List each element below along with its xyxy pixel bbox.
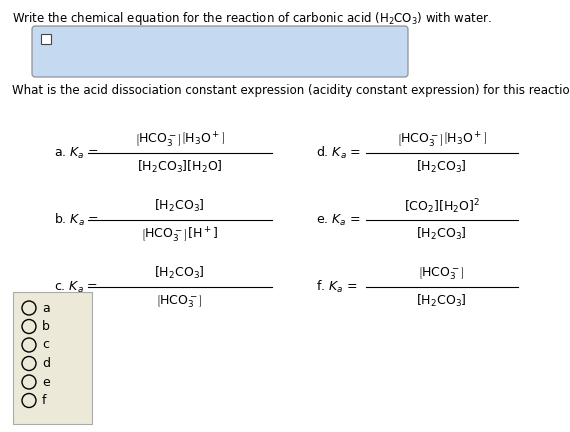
Text: $\left[\mathrm{H_2CO_3}\right]$: $\left[\mathrm{H_2CO_3}\right]$: [154, 265, 205, 281]
Text: $\left[\mathrm{HCO_3^-}\right]$: $\left[\mathrm{HCO_3^-}\right]$: [156, 293, 203, 310]
Text: $\left[\mathrm{CO_2}\right]\left[\mathrm{H_2O}\right]^2$: $\left[\mathrm{CO_2}\right]\left[\mathrm…: [404, 197, 480, 216]
Text: d. $\mathbf{\it{K}}_{\mathbf{\it{a}}}$ =: d. $\mathbf{\it{K}}_{\mathbf{\it{a}}}$ =: [316, 145, 361, 162]
Text: f: f: [42, 394, 47, 407]
Text: c. $\mathbf{\it{K}}_{\mathbf{\it{a}}}$ =: c. $\mathbf{\it{K}}_{\mathbf{\it{a}}}$ =: [54, 280, 98, 295]
FancyBboxPatch shape: [13, 292, 92, 424]
FancyBboxPatch shape: [41, 34, 51, 44]
Text: a. $\mathbf{\it{K}}_{\mathbf{\it{a}}}$ =: a. $\mathbf{\it{K}}_{\mathbf{\it{a}}}$ =: [54, 146, 99, 161]
Text: $\left[\mathrm{H_2CO_3}\right]$: $\left[\mathrm{H_2CO_3}\right]$: [416, 226, 467, 242]
Text: d: d: [42, 357, 50, 370]
Text: c: c: [42, 339, 49, 352]
Text: a: a: [42, 302, 50, 314]
Text: b. $\mathbf{\it{K}}_{\mathbf{\it{a}}}$ =: b. $\mathbf{\it{K}}_{\mathbf{\it{a}}}$ =: [54, 212, 99, 229]
Text: $\left[\mathrm{HCO_3^-}\right]\left[\mathrm{H^+}\right]$: $\left[\mathrm{HCO_3^-}\right]\left[\mat…: [141, 225, 218, 244]
Text: What is the acid dissociation constant expression (acidity constant expression) : What is the acid dissociation constant e…: [12, 84, 570, 97]
Text: $\left[\mathrm{H_2CO_3}\right]$: $\left[\mathrm{H_2CO_3}\right]$: [416, 293, 467, 309]
Text: $\left[\mathrm{HCO_3^-}\right]$: $\left[\mathrm{HCO_3^-}\right]$: [418, 265, 465, 282]
Text: b: b: [42, 320, 50, 333]
Text: e: e: [42, 375, 50, 388]
Text: $\left[\mathrm{H_2CO_3}\right]$: $\left[\mathrm{H_2CO_3}\right]$: [154, 198, 205, 214]
Text: $\left[\mathrm{HCO_3^-}\right]\left[\mathrm{H_3O^+}\right]$: $\left[\mathrm{HCO_3^-}\right]\left[\mat…: [135, 130, 225, 149]
Text: $\left[\mathrm{H_2CO_3}\right]\left[\mathrm{H_2O}\right]$: $\left[\mathrm{H_2CO_3}\right]\left[\mat…: [137, 159, 222, 175]
FancyBboxPatch shape: [32, 26, 408, 77]
Text: f. $\mathbf{\it{K}}_{\mathbf{\it{a}}}$ =: f. $\mathbf{\it{K}}_{\mathbf{\it{a}}}$ =: [316, 279, 358, 295]
Text: Write the chemical equation for the reaction of carbonic acid (H$_2$CO$_3$) with: Write the chemical equation for the reac…: [12, 10, 492, 27]
Text: $\left[\mathrm{H_2CO_3}\right]$: $\left[\mathrm{H_2CO_3}\right]$: [416, 159, 467, 175]
Text: e. $\mathbf{\it{K}}_{\mathbf{\it{a}}}$ =: e. $\mathbf{\it{K}}_{\mathbf{\it{a}}}$ =: [316, 213, 361, 228]
Text: $\left[\mathrm{HCO_3^-}\right]\left[\mathrm{H_3O^+}\right]$: $\left[\mathrm{HCO_3^-}\right]\left[\mat…: [397, 130, 487, 149]
